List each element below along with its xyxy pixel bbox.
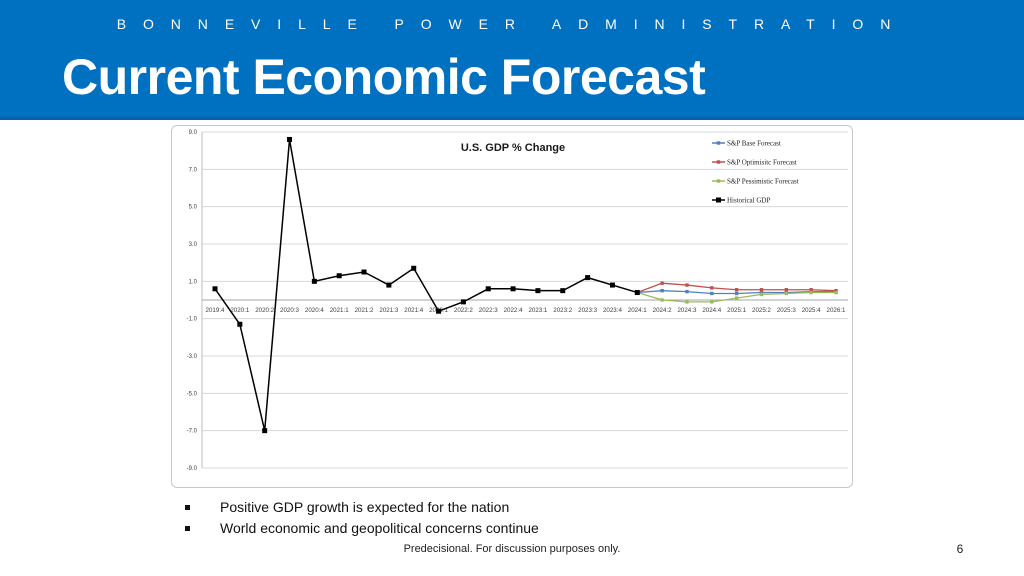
data-point-marker [560,288,566,294]
data-point-marker [784,288,789,292]
y-tick-label: -1.0 [187,317,198,323]
bullet-list: Positive GDP growth is expected for the … [185,497,539,539]
data-point-marker [660,288,664,293]
bullet-text: World economic and geopolitical concerns… [220,520,539,536]
legend-label: Historical GDP [727,197,770,205]
data-point-marker [710,286,714,290]
y-tick-label: 5.0 [189,205,198,211]
data-point-marker [759,292,764,297]
x-tick-label: 2025:2 [752,307,771,314]
data-point-marker [460,299,466,305]
gdp-line-chart: 9.0 7.0 5.0 3.0 1.0 -1.0 -3.0 -5.0 -7.0 -9.0 2019:… [187,130,848,472]
data-point-marker [287,136,293,142]
x-tick-label: 2026:1 [827,307,846,314]
series-line [214,139,638,431]
legend-swatch-marker [716,141,721,145]
data-point-marker [834,290,838,295]
data-point-marker [311,278,317,284]
data-point-marker [734,288,739,292]
legend-label: S&P Base Forecast [727,140,781,148]
data-point-marker [485,286,491,292]
bullet-text: Positive GDP growth is expected for the … [220,499,510,515]
data-point-marker [411,265,417,271]
page-number: 6 [956,542,964,556]
data-point-marker [361,269,367,275]
footer-disclaimer: Predecisional. For discussion purposes o… [403,543,621,555]
x-tick-label: 2020:1 [230,307,249,314]
x-tick-label: 2025:1 [727,307,746,314]
data-point-marker [834,288,838,293]
x-tick-label: 2021:1 [330,307,349,314]
data-point-marker [685,289,689,294]
square-bullet-icon [185,504,190,510]
x-tick-label: 2023:4 [603,307,622,314]
data-point-marker [510,286,516,292]
x-tick-label: 2021:3 [379,307,398,314]
data-point-marker [660,281,664,285]
y-tick-label: 9.0 [189,130,198,136]
data-point-marker [262,428,268,434]
data-point-marker [685,300,689,304]
data-point-marker [436,308,442,314]
data-point-marker [660,298,664,302]
data-point-marker [535,288,541,294]
x-tick-label: 2019:4 [206,307,225,314]
x-tick-label: 2021:2 [355,307,374,314]
data-point-marker [809,290,813,295]
x-tick-label: 2023:1 [528,307,547,314]
legend-label: S&P Optimisitc Forecast [727,159,797,167]
data-point-marker [734,291,739,296]
y-tick-label: -9.0 [187,466,198,472]
x-tick-label: 2024:3 [677,307,696,314]
data-point-marker [336,273,342,279]
legend-swatch-marker [716,179,721,183]
data-point-marker [759,290,764,295]
y-tick-label: -3.0 [187,354,198,360]
x-tick-label: 2022:2 [454,307,473,314]
organization-name: BONNEVILLE POWER ADMINISTRATION [116,16,908,32]
y-tick-label: 1.0 [189,279,198,285]
data-point-marker [759,288,764,292]
gdp-chart-container: 9.0 7.0 5.0 3.0 1.0 -1.0 -3.0 -5.0 -7.0 -9.0 2019:… [171,125,853,488]
square-bullet-icon [185,525,190,531]
data-point-marker [710,300,714,304]
data-point-marker [784,291,789,296]
x-tick-label: 2025:4 [802,307,821,314]
legend-swatch-marker [716,197,721,203]
data-point-marker [237,321,243,327]
legend-swatch-marker [716,160,721,164]
data-point-marker [609,282,615,288]
legend-label: S&P Pessimistic Forecast [727,178,799,186]
data-point-marker [734,296,739,300]
bullet-item: Positive GDP growth is expected for the … [185,497,539,518]
y-tick-label: -5.0 [187,391,198,397]
x-tick-label: 2022:4 [504,307,523,314]
x-tick-label: 2024:4 [702,307,721,314]
chart-title: U.S. GDP % Change [461,142,565,154]
data-point-marker [710,291,714,296]
data-point-marker [386,282,392,288]
page-title: Current Economic Forecast [62,49,706,105]
x-tick-label: 2021:4 [404,307,423,314]
x-tick-label: 2023:3 [578,307,597,314]
data-point-marker [685,283,689,287]
x-tick-label: 2025:3 [777,307,796,314]
y-tick-label: 7.0 [189,167,198,173]
x-tick-label: 2020:2 [255,307,274,314]
header-banner: BONNEVILLE POWER ADMINISTRATION Current … [0,0,1024,120]
y-tick-label: -7.0 [187,429,198,435]
x-tick-label: 2024:2 [653,307,672,314]
data-point-marker [212,286,218,292]
data-point-marker [634,290,640,296]
x-tick-label: 2022:3 [479,307,498,314]
data-point-marker [585,275,591,281]
x-tick-label: 2020:3 [280,307,299,314]
bullet-item: World economic and geopolitical concerns… [185,518,539,539]
y-tick-label: 3.0 [189,242,198,248]
x-tick-label: 2024:1 [628,307,647,314]
x-tick-label: 2020:4 [305,307,324,314]
x-tick-label: 2023:2 [553,307,572,314]
data-point-marker [809,288,813,292]
